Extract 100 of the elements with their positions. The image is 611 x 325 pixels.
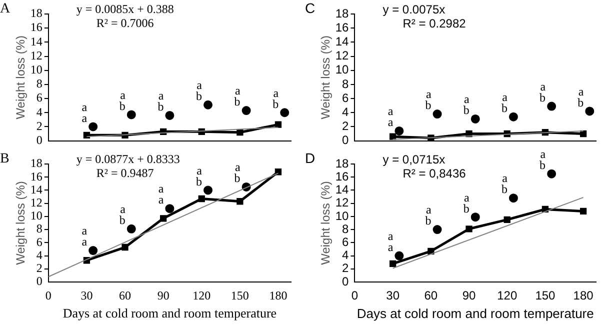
x-axis-title: Days at cold room and room temperature [356, 306, 594, 321]
point [242, 106, 251, 116]
x-tick-label: 0 [45, 288, 52, 302]
x-tick-label: 150 [535, 288, 556, 303]
y-tick-label: 0 [36, 132, 42, 147]
data-label: a a [388, 228, 394, 254]
data-label: a b [501, 90, 508, 116]
y-axis-title: Weight loss (%) [14, 35, 28, 120]
data-label: a b [119, 202, 126, 228]
point [83, 132, 90, 138]
x-tick-label: 30 [386, 288, 400, 303]
data-label: a b [540, 79, 546, 104]
y-tick-label: 8 [36, 222, 42, 236]
y-tick-label: 4 [342, 104, 350, 119]
y-tick-label: 14 [335, 34, 350, 48]
point [470, 212, 480, 222]
y-tick-label: 10 [335, 208, 350, 223]
data-label: a b [425, 87, 432, 112]
y-tick-label: 0 [342, 133, 350, 148]
y-tick-label: 12 [335, 48, 350, 63]
data-label: a b [578, 84, 584, 110]
data-label: a b [501, 171, 508, 196]
x-tick-label: 60 [424, 288, 438, 303]
point [280, 108, 290, 118]
y-tick-label: 16 [335, 20, 350, 34]
point [580, 130, 587, 138]
x-tick-label: 0 [351, 288, 358, 303]
x-tick-label: 180 [269, 288, 288, 302]
data-label: a b [119, 88, 126, 113]
y-tick-label: 0 [36, 274, 42, 288]
y-axis-title: Weight loss (%) [14, 181, 28, 265]
annotation: R² = 0.7006 [96, 16, 154, 30]
y-tick-label: 2 [342, 261, 350, 276]
x-tick-label: 120 [497, 288, 518, 303]
y-tick-label: 6 [36, 90, 42, 105]
point [88, 122, 98, 132]
y-tick-label: 6 [342, 90, 350, 105]
point [508, 112, 518, 122]
x-tick-label: 90 [462, 288, 476, 303]
chart-title: D [305, 150, 316, 166]
data-label: a b [272, 86, 280, 111]
y-tick-label: 14 [30, 34, 42, 48]
chart-title: C [305, 0, 316, 16]
point [204, 186, 213, 195]
y-tick-label: 10 [335, 62, 350, 77]
point [504, 216, 510, 224]
y-tick-label: 2 [36, 118, 42, 133]
point [508, 194, 518, 203]
data-label: a a [82, 224, 88, 249]
y-tick-label: 12 [335, 196, 350, 210]
annotation: y = 0,0715x [382, 152, 446, 166]
data-label: a b [540, 146, 546, 172]
point [547, 169, 556, 178]
y-tick-label: 4 [342, 248, 350, 262]
y-tick-label: 8 [342, 76, 350, 91]
y-axis-title: Weight loss (%) [318, 35, 333, 120]
annotation: y = 0.0877x + 0.8333 [76, 152, 180, 166]
point [390, 133, 396, 140]
point [204, 100, 213, 110]
point [394, 126, 404, 136]
data-label: a b [158, 88, 164, 114]
y-tick-label: 4 [36, 104, 42, 119]
annotation: R² = 0.2982 [402, 16, 466, 30]
data-label: a b [196, 163, 203, 188]
chart-title: B [0, 152, 10, 167]
point [580, 208, 587, 215]
annotation: y = 0.0085x + 0.388 [76, 2, 174, 16]
y-tick-label: 18 [30, 6, 42, 20]
point [585, 106, 594, 116]
y-tick-label: 18 [335, 156, 350, 170]
data-label: a b [463, 92, 470, 118]
y-tick-label: 16 [30, 169, 42, 184]
point [466, 226, 472, 232]
y-tick-label: 8 [36, 76, 42, 91]
annotation: R² = 0,8436 [402, 166, 466, 180]
y-tick-label: 16 [335, 169, 350, 184]
chart-title: A [0, 2, 11, 17]
data-label: a a [82, 100, 88, 125]
data-label: a b [234, 160, 241, 186]
y-tick-label: 18 [30, 156, 42, 170]
y-tick-label: 6 [36, 234, 42, 249]
y-tick-label: 12 [30, 195, 42, 210]
y-tick-label: 12 [30, 48, 42, 62]
data-label: a b [196, 78, 203, 104]
data-label: a a [388, 104, 394, 130]
point [126, 224, 136, 234]
y-tick-label: 10 [30, 62, 42, 77]
y-tick-label: 14 [335, 182, 350, 197]
point [165, 110, 174, 120]
data-label: a b [425, 202, 432, 228]
point [126, 110, 136, 120]
point [122, 244, 128, 251]
x-axis-title: Days at cold room and room temperature [62, 306, 277, 321]
y-tick-label: 18 [335, 6, 350, 20]
x-tick-label: 180 [573, 288, 594, 303]
y-tick-label: 6 [342, 234, 350, 249]
point [432, 110, 442, 119]
y-tick-label: 16 [30, 20, 42, 34]
point [160, 215, 167, 222]
x-tick-label: 60 [119, 288, 132, 302]
